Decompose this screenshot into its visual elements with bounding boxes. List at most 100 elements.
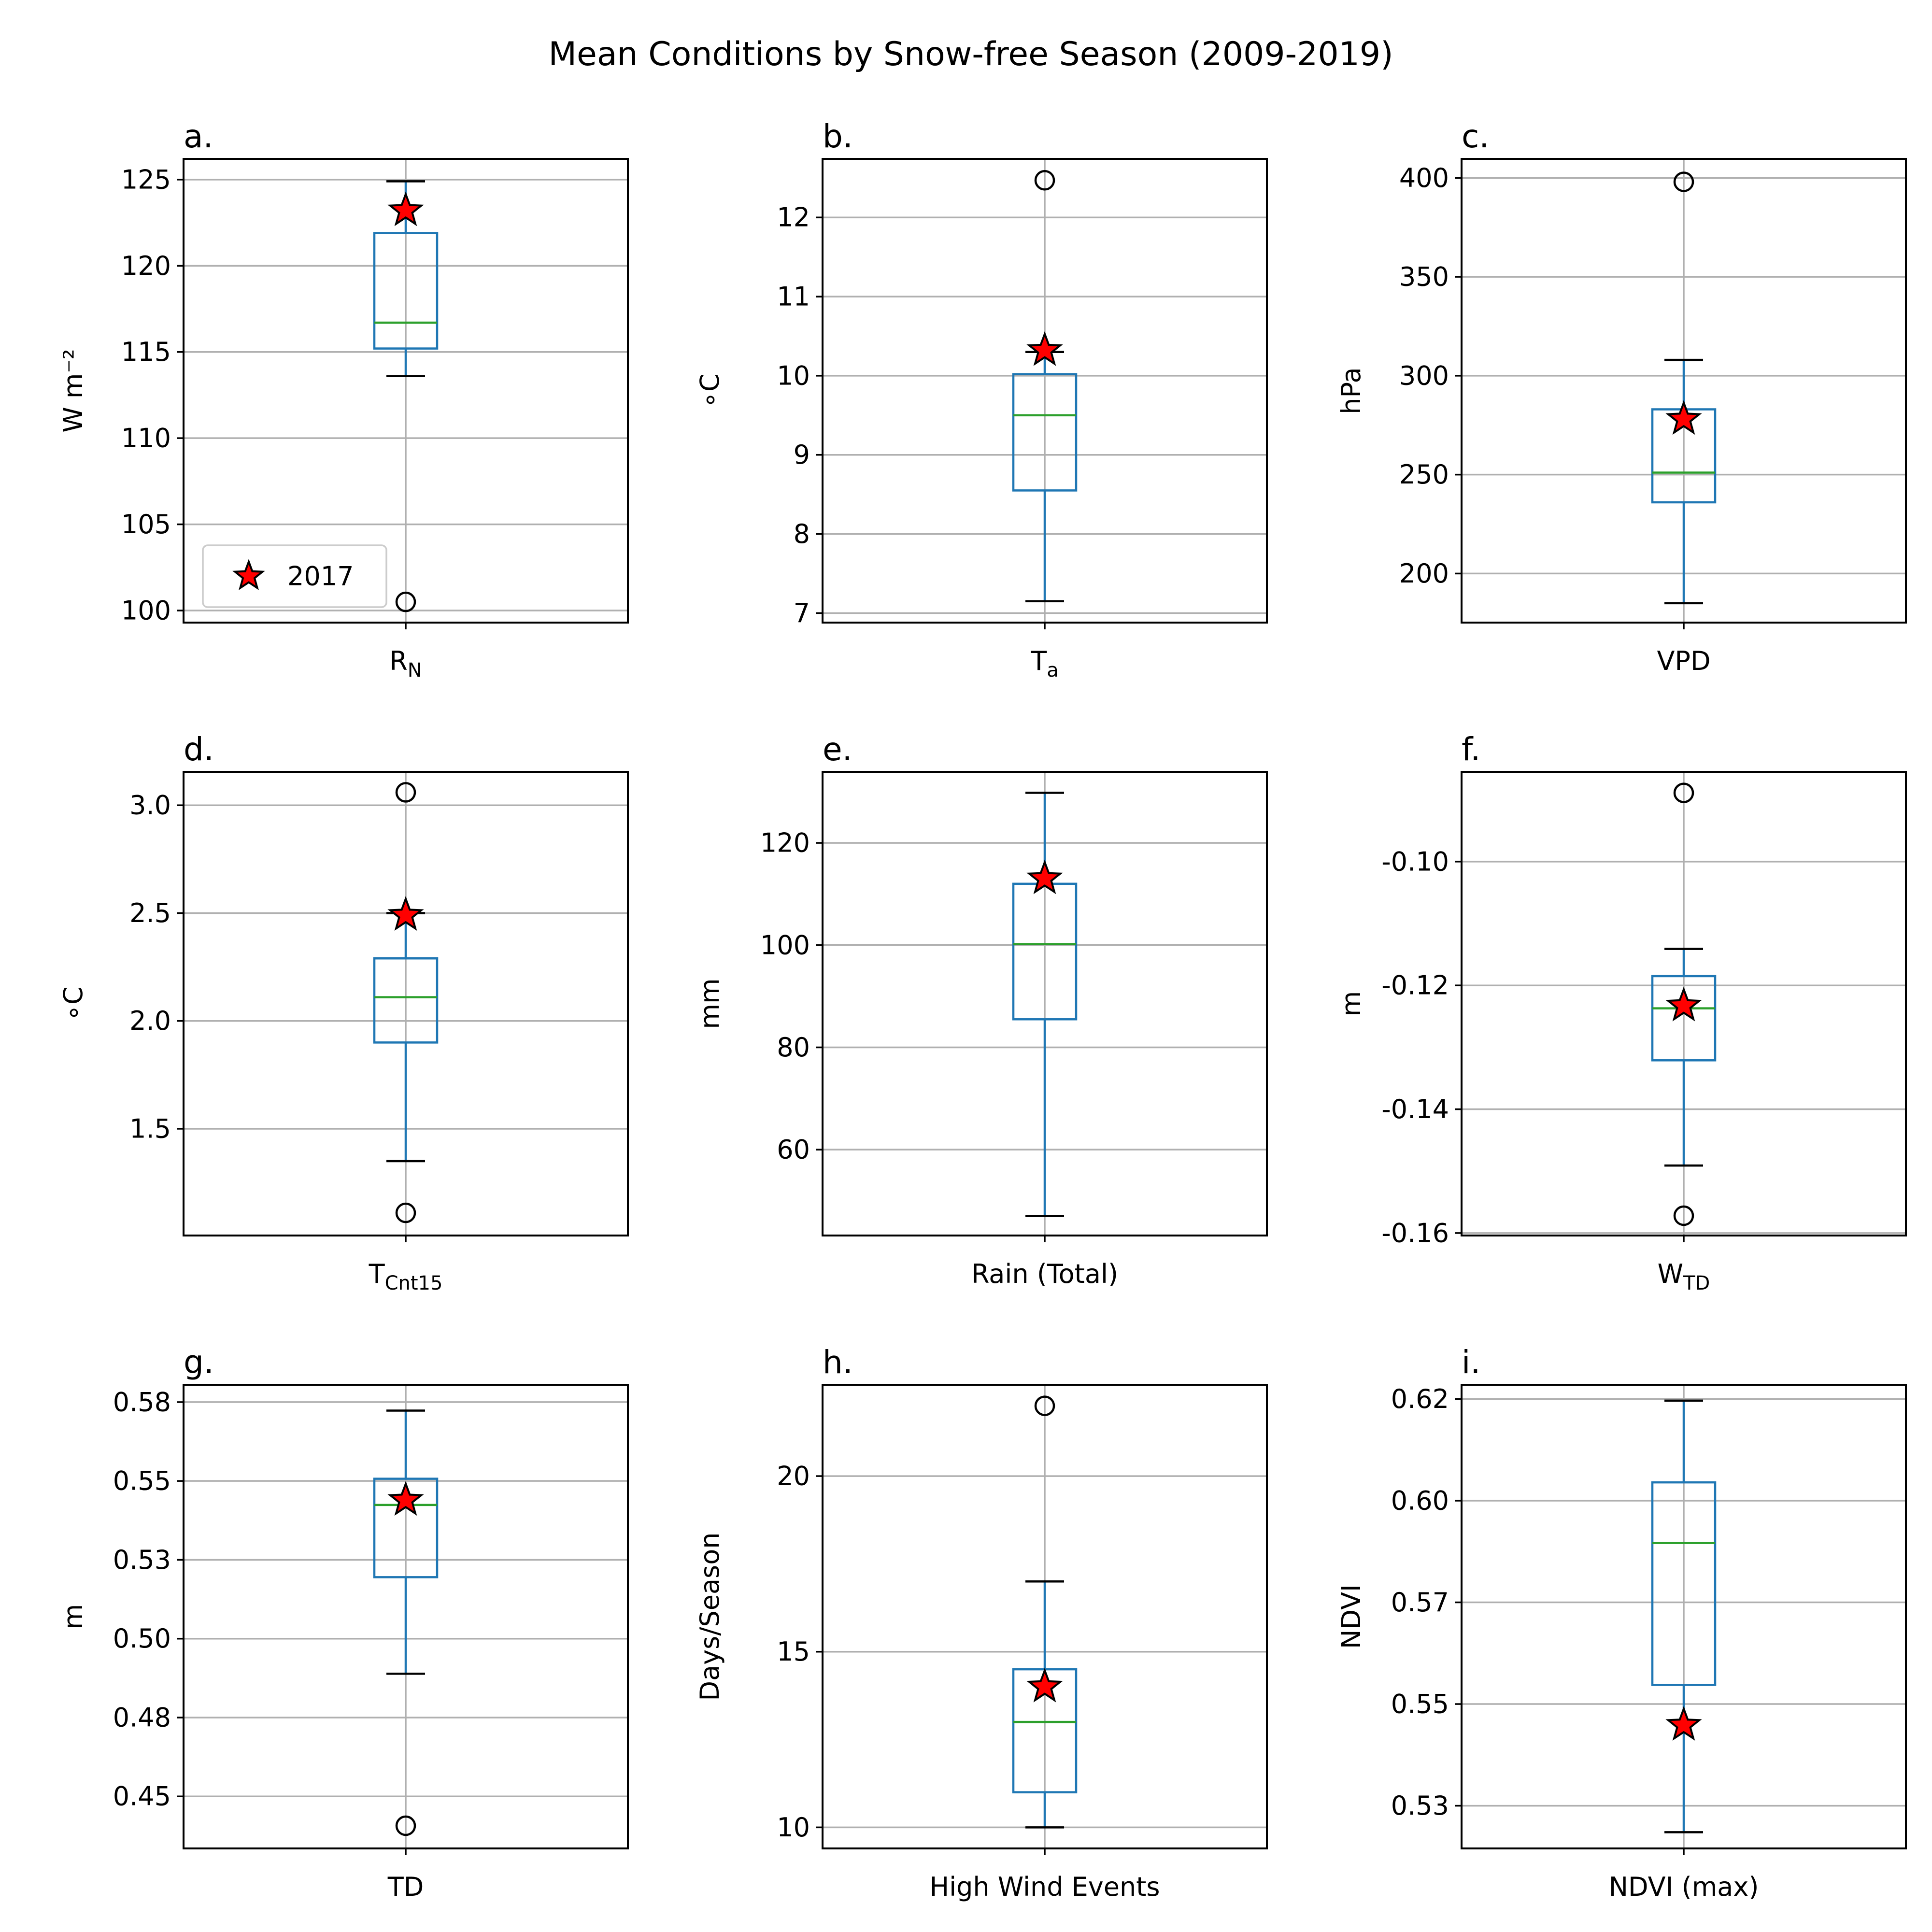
y-tick-label: 0.60	[1391, 1486, 1449, 1516]
panel-f: -0.16 -0.14 -0.12 -0.10 WTD m f.	[1336, 731, 1907, 1294]
x-label-main: R	[389, 646, 408, 676]
x-tick-label: RN	[389, 646, 422, 682]
y-tick-label: 20	[777, 1461, 810, 1492]
y-tick-label: 60	[777, 1135, 810, 1165]
iqr-box	[373, 1477, 439, 1578]
y-tick-label: 100	[121, 596, 171, 626]
outlier-point	[1673, 1205, 1694, 1226]
panel-a: 100 105 110 115 120 125 RN W m⁻² a. 2017	[58, 118, 629, 682]
legend: 2017	[202, 544, 387, 608]
y-tick-label: 400	[1399, 163, 1449, 193]
iqr-box	[1651, 975, 1717, 1062]
y-tick-label: 120	[760, 828, 810, 858]
y-axis-label: hPa	[1336, 367, 1366, 414]
y-axis-label: W m⁻²	[58, 349, 88, 432]
x-label-main: NDVI (max)	[1609, 1872, 1759, 1902]
x-label-subscript: a	[1047, 659, 1059, 682]
y-axis-label: m	[58, 1604, 88, 1630]
y-tick-label: 11	[777, 282, 810, 312]
y-tick-label: 10	[777, 360, 810, 391]
outlier-point	[395, 1202, 416, 1223]
x-label-main: Rain (Total)	[971, 1259, 1118, 1289]
y-tick-label: 3.0	[129, 790, 171, 821]
y-tick-label: 250	[1399, 459, 1449, 490]
x-tick-label: High Wind Events	[930, 1872, 1160, 1902]
panel-label: h.	[823, 1344, 853, 1381]
y-axis-label: Days/Season	[695, 1533, 725, 1701]
outlier-point	[395, 591, 416, 612]
y-tick-label: 0.55	[1391, 1689, 1449, 1719]
panel-g: 0.45 0.48 0.50 0.53 0.55 0.58 TD m g.	[58, 1344, 629, 1902]
y-tick-label: 200	[1399, 558, 1449, 589]
y-tick-label: 2.5	[129, 898, 171, 928]
outlier-point	[1034, 170, 1055, 191]
y-tick-label: 0.48	[113, 1702, 171, 1733]
iqr-box	[1651, 1481, 1717, 1686]
x-label-subscript: Cnt15	[385, 1272, 443, 1294]
panel-h: 10 15 20 High Wind Events Days/Season h.	[695, 1344, 1268, 1902]
x-tick-label: TCnt15	[369, 1259, 443, 1294]
y-tick-label: 0.57	[1391, 1587, 1449, 1618]
plot-area	[373, 782, 439, 1223]
y-tick-label: -0.16	[1381, 1218, 1449, 1248]
panel-label: e.	[823, 731, 852, 768]
x-label-subscript: TD	[1683, 1272, 1710, 1294]
y-tick-label: 0.53	[1391, 1790, 1449, 1821]
y-tick-label: 12	[777, 202, 810, 233]
y-tick-label: -0.12	[1381, 970, 1449, 1001]
y-axis-label: mm	[695, 978, 725, 1029]
y-tick-label: 0.62	[1391, 1384, 1449, 1414]
panel-label: b.	[823, 118, 853, 155]
marker-2017	[1665, 986, 1702, 1022]
iqr-box	[1012, 373, 1078, 492]
plot-area	[373, 180, 439, 612]
y-tick-label: 2.0	[129, 1006, 171, 1036]
y-tick-label: 80	[777, 1032, 810, 1063]
x-tick-label: Rain (Total)	[971, 1259, 1118, 1289]
marker-2017	[387, 896, 424, 931]
y-axis-label: ∘C	[58, 986, 88, 1021]
panel-label: a.	[184, 118, 213, 155]
y-tick-label: 0.45	[113, 1781, 171, 1812]
marker-2017	[1665, 400, 1702, 435]
iqr-box	[373, 232, 439, 350]
outlier-point	[1673, 782, 1694, 803]
panel-e: 60 80 100 120 Rain (Total) mm e.	[695, 731, 1268, 1289]
y-tick-label: 105	[121, 509, 171, 540]
y-tick-label: -0.14	[1381, 1094, 1449, 1124]
plot-area	[1651, 782, 1717, 1226]
y-tick-label: 100	[760, 930, 810, 960]
marker-2017	[1026, 331, 1063, 366]
y-tick-label: 120	[121, 251, 171, 281]
x-tick-label: VPD	[1657, 646, 1710, 676]
y-tick-label: 0.55	[113, 1466, 171, 1496]
plot-area	[1651, 1399, 1717, 1833]
plot-area	[1651, 171, 1717, 605]
y-tick-label: 115	[121, 337, 171, 367]
x-label-main: T	[369, 1259, 385, 1289]
x-tick-label: Ta	[1030, 646, 1059, 682]
marker-2017	[387, 1481, 424, 1516]
x-label-main: T	[1030, 646, 1047, 676]
x-label-main: VPD	[1657, 646, 1710, 676]
x-label-subscript: N	[408, 659, 422, 682]
y-axis-label: ∘C	[695, 373, 725, 408]
y-tick-label: 125	[121, 164, 171, 195]
outlier-point	[1034, 1395, 1055, 1416]
plot-area	[1012, 170, 1078, 603]
panel-label: c.	[1462, 118, 1489, 155]
plot-area	[1012, 792, 1078, 1218]
x-tick-label: WTD	[1658, 1259, 1710, 1294]
panel-label: f.	[1462, 731, 1480, 768]
y-tick-label: 8	[794, 519, 810, 549]
y-tick-label: 110	[121, 423, 171, 454]
plot-area	[1012, 1395, 1078, 1829]
panel-label: i.	[1462, 1344, 1480, 1381]
y-tick-label: 15	[777, 1636, 810, 1667]
panel-c: 200 250 300 350 400 VPD hPa c.	[1336, 118, 1907, 676]
panel-label: d.	[184, 731, 214, 768]
y-axis-label: NDVI	[1336, 1584, 1366, 1649]
y-tick-label: 1.5	[129, 1113, 171, 1144]
x-label-main: High Wind Events	[930, 1872, 1160, 1902]
